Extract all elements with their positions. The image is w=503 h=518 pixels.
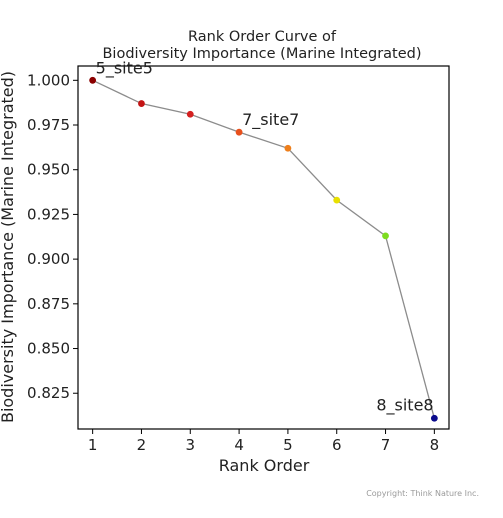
y-tick-label: 0.850 — [27, 340, 70, 358]
point-label: 8_site8 — [376, 395, 433, 415]
copyright-notice: Copyright: Think Nature Inc. — [366, 489, 479, 498]
data-point — [89, 76, 97, 84]
y-tick-label: 0.950 — [27, 161, 70, 179]
plot-area — [77, 65, 450, 430]
y-axis: 0.825 0.850 0.875 0.900 0.925 0.950 0.975 1.000 — [27, 71, 78, 402]
x-tick-label: 6 — [332, 436, 342, 454]
x-tick-label: 5 — [283, 436, 293, 454]
y-tick-label: 0.925 — [27, 205, 70, 223]
point-label: 5_site5 — [96, 58, 153, 78]
y-tick-label: 0.900 — [27, 250, 70, 268]
y-axis-label: Biodiversity Importance (Marine Integrat… — [0, 71, 17, 423]
x-axis: 1 2 3 4 5 6 7 8 — [88, 429, 439, 454]
x-tick-label: 8 — [430, 436, 440, 454]
data-point — [186, 110, 194, 118]
y-tick-label: 1.000 — [27, 71, 70, 89]
data-point — [138, 100, 145, 107]
data-point — [284, 144, 292, 152]
point-label: 7_site7 — [242, 110, 299, 130]
data-point — [235, 128, 243, 136]
x-tick-label: 4 — [234, 436, 244, 454]
data-point — [430, 414, 438, 422]
chart-title-line-1: Rank Order Curve of — [188, 29, 337, 45]
y-tick-label: 0.875 — [27, 295, 70, 313]
y-tick-label: 0.975 — [27, 116, 70, 134]
x-tick-label: 2 — [137, 436, 147, 454]
x-axis-label: Rank Order — [219, 456, 310, 475]
data-point — [382, 232, 389, 240]
data-point — [333, 196, 341, 204]
series — [89, 76, 438, 422]
x-tick-label: 3 — [186, 436, 196, 454]
x-tick-label: 1 — [88, 436, 98, 454]
x-tick-label: 7 — [381, 436, 391, 454]
y-tick-label: 0.825 — [27, 384, 70, 402]
chart-title-line-2: Biodiversity Importance (Marine Integrat… — [102, 46, 421, 62]
point-labels: 5_site5 7_site7 8_site8 — [96, 58, 434, 415]
series-line — [92, 79, 435, 419]
